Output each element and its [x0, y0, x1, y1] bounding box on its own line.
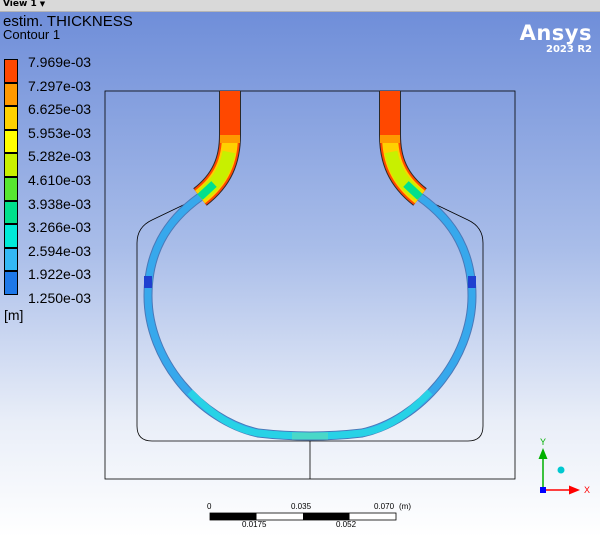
legend-label: 7.297e-03 — [28, 77, 92, 94]
triad-iso-view-icon[interactable] — [557, 466, 565, 474]
scale-bar-segment-1 — [210, 513, 257, 520]
triad-x-label: X — [584, 485, 591, 495]
mold-cavity-outline — [136, 196, 484, 442]
legend-swatch-6 — [4, 177, 18, 201]
legend-swatch-7 — [4, 200, 18, 225]
triad-origin-icon — [540, 487, 546, 493]
left-shoulder-base — [197, 181, 217, 200]
legend-swatch-1 — [4, 59, 18, 83]
scale-label-0: 0 — [207, 502, 212, 511]
scale-unit: (m) — [399, 502, 411, 511]
triad-x-arrow-icon — [569, 485, 580, 495]
legend-label: 4.610e-03 — [28, 172, 92, 188]
view-tab[interactable]: View 1 ▼ — [3, 0, 45, 9]
legend-swatch-8 — [4, 224, 18, 248]
legend-label: 5.953e-03 — [28, 124, 92, 141]
legend-swatch-5 — [4, 153, 18, 177]
legend-label: 7.969e-03 — [28, 54, 92, 70]
legend-label: 5.282e-03 — [28, 148, 92, 165]
legend-label: 6.625e-03 — [28, 101, 92, 118]
scale-label-0035: 0.035 — [291, 502, 312, 511]
legend-swatch-4 — [4, 129, 18, 154]
scale-label-0052: 0.052 — [336, 520, 357, 529]
contour-subtitle: Contour 1 — [3, 27, 61, 42]
legend-swatch-9 — [4, 247, 18, 272]
legend-label: 1.250e-03 — [28, 290, 92, 306]
bottle-base-zone — [187, 389, 433, 440]
triad-y-arrow-icon — [538, 448, 548, 459]
legend-label: 1.922e-03 — [28, 266, 92, 283]
scale-label-00175: 0.0175 — [242, 520, 267, 529]
legend-label: 3.266e-03 — [28, 219, 92, 236]
domain-outline — [104, 90, 516, 480]
brand-version: 2023 R2 — [546, 44, 592, 55]
scale-bar-segment-3 — [303, 513, 350, 520]
contour-title: estim. THICKNESS — [3, 13, 133, 30]
brand-name: Ansys — [519, 21, 592, 45]
scale-label-0070: 0.070 — [374, 502, 395, 511]
legend-swatch-3 — [4, 106, 18, 130]
legend-unit: [m] — [4, 307, 24, 323]
graphics-viewport[interactable] — [0, 12, 600, 537]
legend-swatch-2 — [4, 82, 18, 107]
view-tab-dropdown-icon[interactable]: ▼ — [39, 0, 46, 8]
legend-label: 3.938e-03 — [28, 195, 92, 212]
legend-swatch-10 — [4, 271, 18, 295]
legend-label: 2.594e-03 — [28, 242, 92, 259]
triad-y-label: Y — [540, 437, 547, 447]
view-tab-label: View 1 — [3, 0, 37, 9]
right-shoulder-base — [403, 181, 423, 200]
ansys-logo: Ansys 2023 R2 — [520, 22, 592, 55]
view-tab-bar: View 1 ▼ — [0, 0, 600, 12]
